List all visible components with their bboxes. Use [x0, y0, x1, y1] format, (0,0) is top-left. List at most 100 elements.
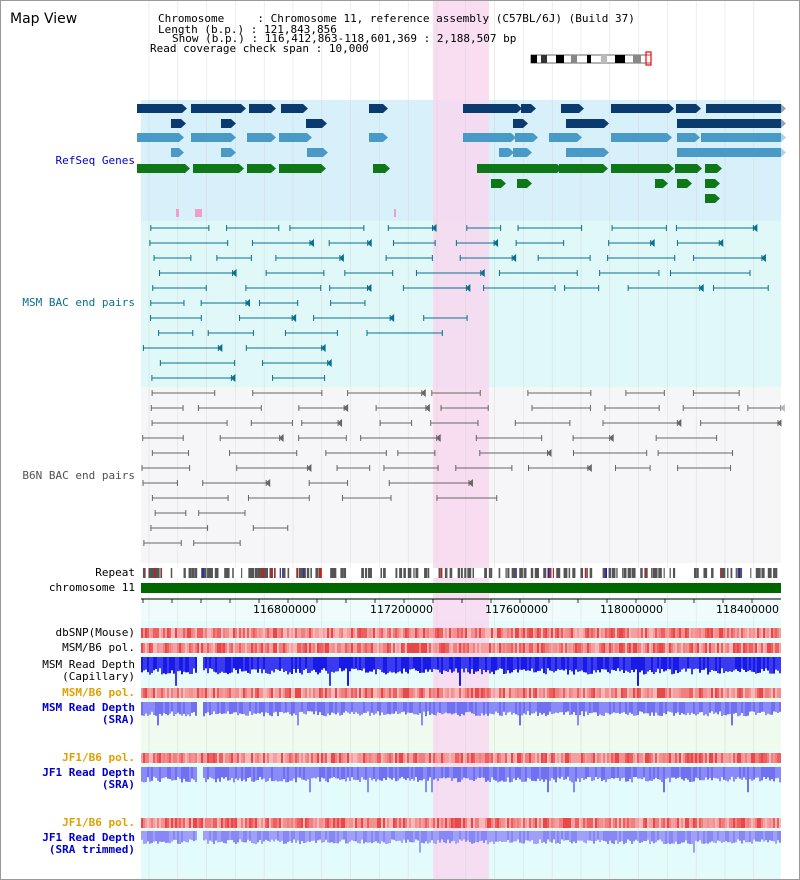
polymorphism-cell	[469, 643, 471, 653]
read-depth-bar	[307, 702, 309, 712]
polymorphism-cell	[221, 818, 223, 828]
polymorphism-cell	[653, 688, 655, 698]
polymorphism-cell	[279, 628, 281, 638]
read-depth-bar	[237, 831, 239, 843]
polymorphism-cell	[341, 688, 343, 698]
read-depth-bar	[399, 767, 401, 779]
bac-arrowhead	[230, 374, 236, 382]
track-label-refseq[interactable]: RefSeq Genes	[55, 154, 135, 167]
read-depth-bar	[647, 657, 649, 672]
polymorphism-cell	[699, 628, 701, 638]
repeat-element	[543, 568, 547, 578]
polymorphism-cell	[385, 643, 387, 653]
read-depth-bar	[363, 767, 365, 780]
read-depth-bar	[295, 702, 297, 716]
polymorphism-cell	[371, 818, 373, 828]
polymorphism-cell	[545, 753, 547, 763]
read-depth-bar	[321, 831, 323, 843]
polymorphism-cell	[569, 753, 571, 763]
polymorphism-cell	[719, 628, 721, 638]
polymorphism-cell	[635, 753, 637, 763]
polymorphism-cell	[697, 753, 699, 763]
polymorphism-cell	[505, 818, 507, 828]
polymorphism-cell	[693, 753, 695, 763]
read-depth-bar	[635, 702, 637, 716]
polymorphism-cell	[503, 753, 505, 763]
polymorphism-cell	[367, 628, 369, 638]
polymorphism-cell	[645, 628, 647, 638]
polymorphism-cell	[645, 753, 647, 763]
read-depth-bar	[763, 767, 765, 777]
repeat-element	[188, 568, 190, 578]
polymorphism-cell	[193, 818, 195, 828]
read-depth-bar	[355, 657, 357, 669]
read-depth-bar	[535, 767, 537, 782]
repeat-element	[404, 568, 406, 578]
read-depth-bar	[281, 831, 283, 841]
read-depth-bar	[349, 702, 351, 714]
repeat-element	[631, 568, 635, 578]
read-depth-bar	[531, 702, 533, 714]
polymorphism-cell	[281, 818, 283, 828]
read-depth-bar	[735, 831, 737, 843]
polymorphism-cell	[211, 818, 213, 828]
track-label-msm-b6-pol-2: MSM/B6 pol.	[62, 686, 135, 699]
polymorphism-cell	[675, 753, 677, 763]
polymorphism-cell	[195, 628, 197, 638]
read-depth-bar	[301, 702, 303, 712]
read-depth-bar	[613, 657, 615, 671]
polymorphism-cell	[405, 643, 407, 653]
polymorphism-cell	[773, 628, 775, 638]
read-depth-bar	[203, 657, 205, 671]
polymorphism-cell	[203, 818, 205, 828]
repeat-element	[498, 568, 501, 578]
ideogram-band	[587, 55, 591, 63]
polymorphism-cell	[401, 818, 403, 828]
read-depth-bar	[555, 702, 557, 713]
bac-arrowhead	[465, 284, 471, 292]
polymorphism-cell	[447, 818, 449, 828]
polymorphism-cell	[741, 628, 743, 638]
polymorphism-cell	[155, 643, 157, 653]
polymorphism-cell	[615, 753, 617, 763]
read-depth-bar	[221, 831, 223, 842]
polymorphism-cell	[373, 688, 375, 698]
repeat-element	[254, 568, 258, 578]
track-label-msm-bac[interactable]: MSM BAC end pairs	[22, 296, 135, 309]
repeat-element	[161, 568, 163, 578]
read-depth-bar	[213, 702, 215, 712]
read-depth-bar	[519, 831, 521, 843]
read-depth-bar	[419, 831, 421, 853]
read-depth-bar	[561, 767, 563, 777]
polymorphism-cell	[635, 643, 637, 653]
polymorphism-cell	[379, 753, 381, 763]
polymorphism-cell	[179, 818, 181, 828]
read-depth-bar	[265, 702, 267, 713]
polymorphism-cell	[679, 818, 681, 828]
polymorphism-cell	[223, 818, 225, 828]
polymorphism-cell	[261, 688, 263, 698]
track-label-b6n-bac[interactable]: B6N BAC end pairs	[22, 469, 135, 482]
polymorphism-cell	[559, 818, 561, 828]
read-depth-bar	[591, 831, 593, 841]
polymorphism-cell	[535, 643, 537, 653]
read-depth-bar	[511, 702, 513, 715]
polymorphism-cell	[401, 688, 403, 698]
bac-arrowhead	[343, 404, 349, 412]
polymorphism-cell	[279, 818, 281, 828]
polymorphism-cell	[531, 628, 533, 638]
polymorphism-cell	[341, 753, 343, 763]
polymorphism-cell	[449, 753, 451, 763]
coverage-info-row: Read coverage check span : 10,000	[150, 42, 369, 55]
gene-arrowhead	[271, 164, 276, 173]
polymorphism-cell	[753, 688, 755, 698]
polymorphism-cell	[143, 753, 145, 763]
read-depth-bar	[427, 702, 429, 712]
polymorphism-cell	[333, 643, 335, 653]
read-depth-bar	[611, 767, 613, 778]
gene-feature	[515, 133, 533, 142]
polymorphism-cell	[469, 688, 471, 698]
gene-arrowhead	[231, 148, 236, 157]
polymorphism-cell	[277, 643, 279, 653]
